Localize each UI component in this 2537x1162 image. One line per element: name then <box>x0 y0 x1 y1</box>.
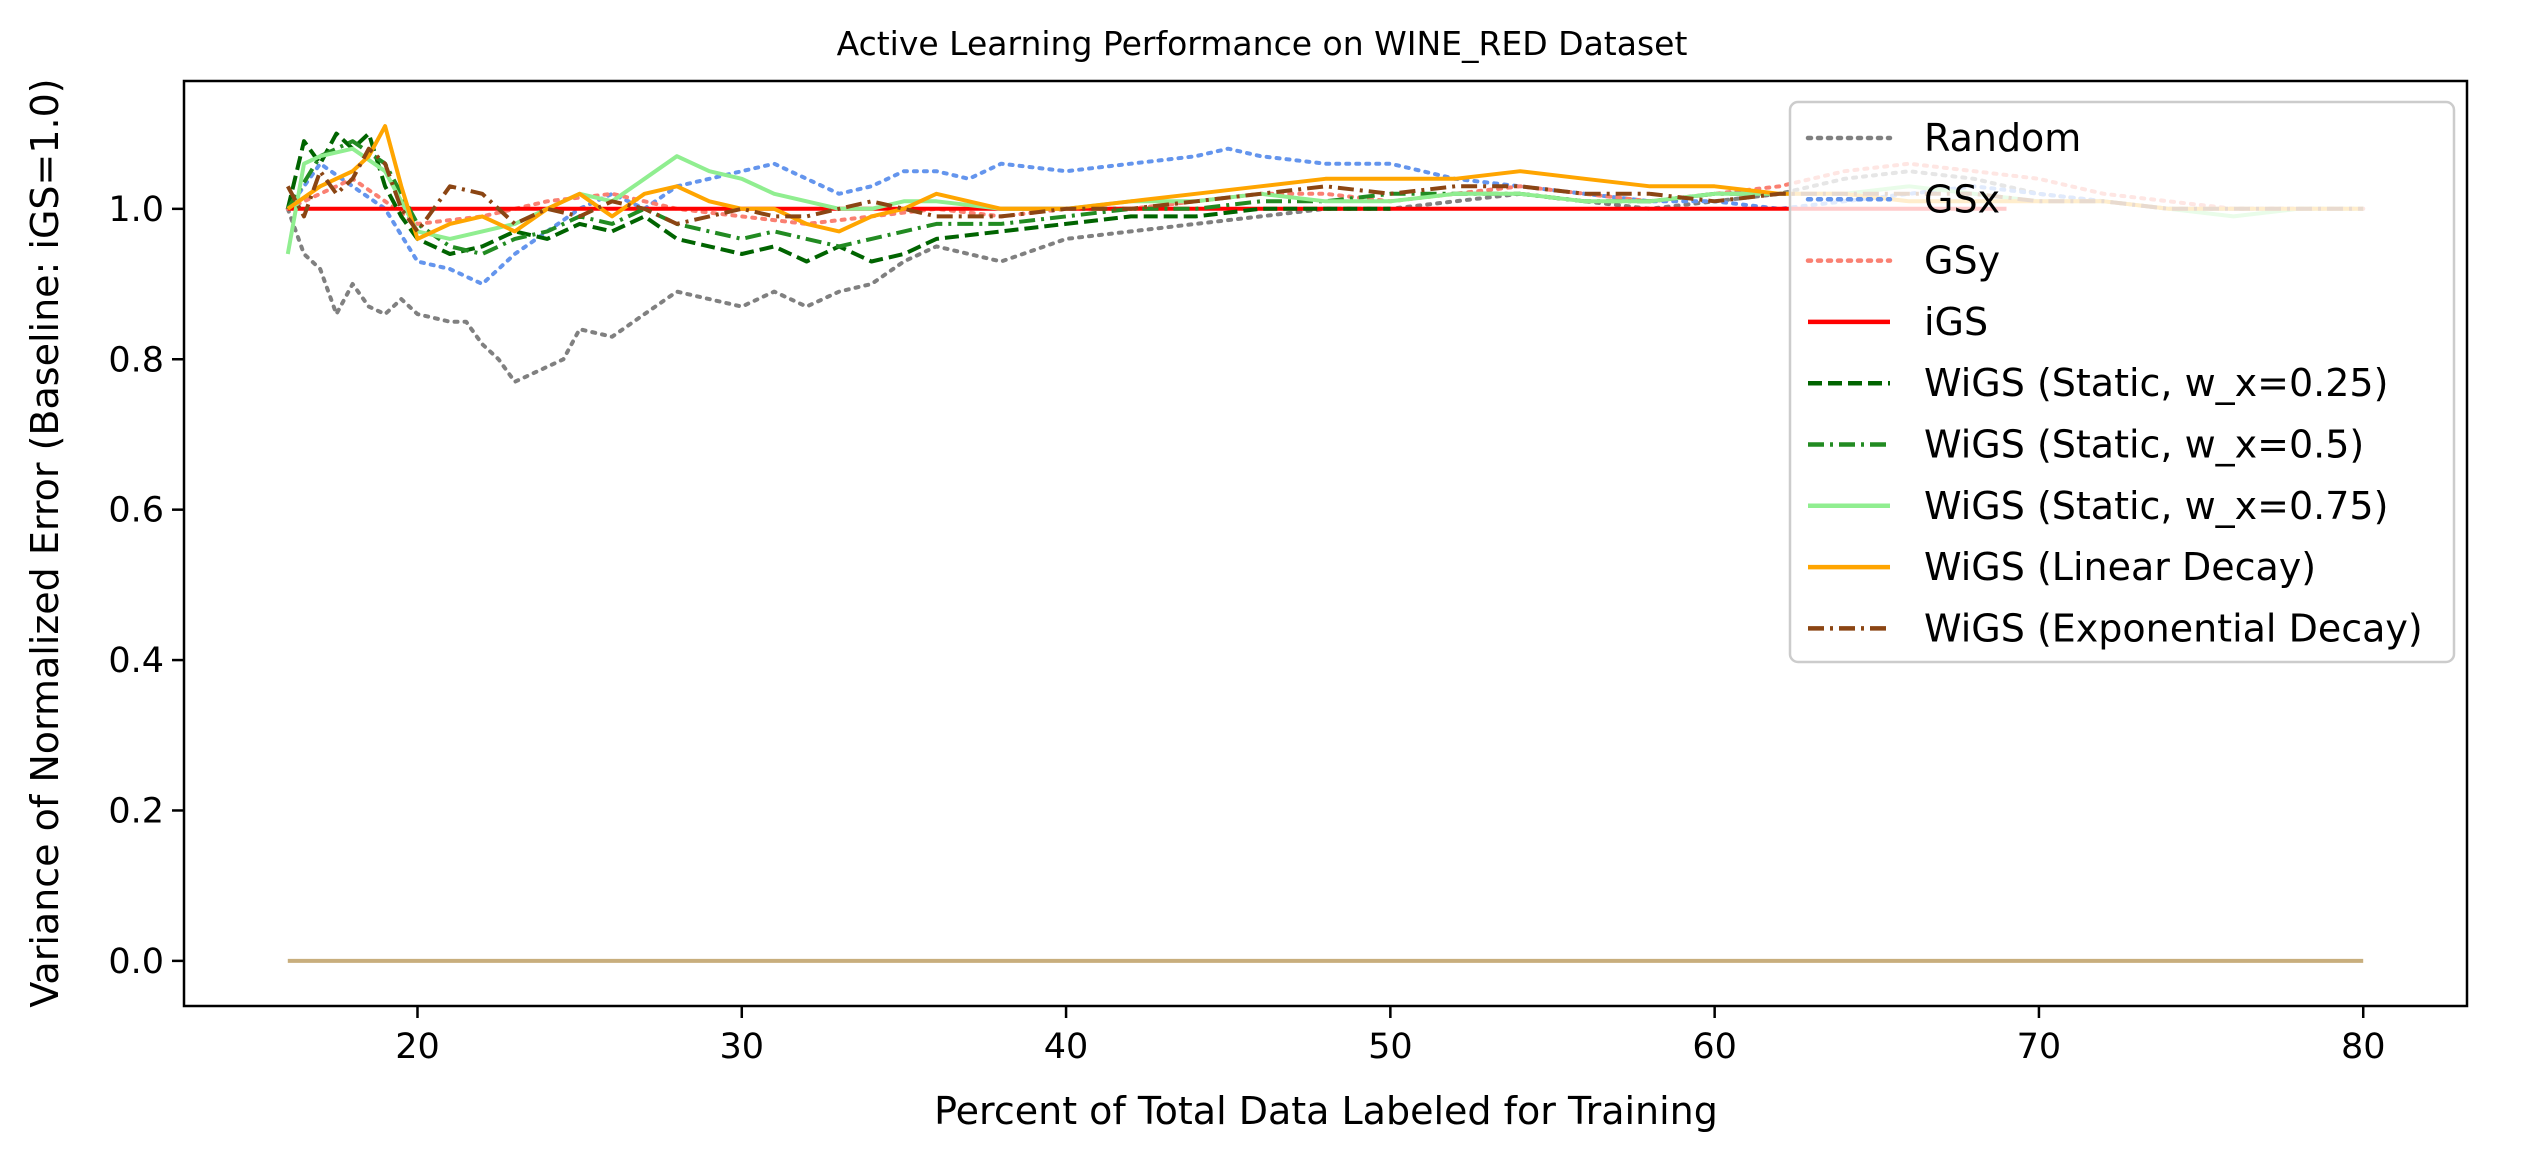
legend-label: WiGS (Static, w_x=0.5) <box>1924 423 2364 467</box>
y-tick-label: 0.6 <box>108 491 164 531</box>
series-line-gsx <box>285 146 2366 286</box>
legend-label: WiGS (Static, w_x=0.25) <box>1924 361 2388 405</box>
y-axis: 0.0 0.2 0.4 0.6 0.8 1.0 <box>108 190 184 982</box>
x-axis: 20 30 40 50 60 70 80 <box>395 1006 2386 1067</box>
legend-label: WiGS (Exponential Decay) <box>1924 606 2423 650</box>
x-tick-label: 50 <box>1368 1027 1413 1067</box>
y-tick-label: 0.4 <box>108 641 164 681</box>
x-axis-label: Percent of Total Data Labeled for Traini… <box>934 1089 1718 1133</box>
series-line-wigs-static-w-x-0-5 <box>286 139 1780 256</box>
x-tick-label: 80 <box>2341 1027 2386 1067</box>
x-tick-label: 60 <box>1692 1027 1737 1067</box>
y-tick-label: 0.2 <box>108 791 164 831</box>
y-tick-label: 0.0 <box>108 942 164 982</box>
y-tick-label: 0.8 <box>108 340 164 380</box>
legend-label: GSx <box>1924 177 2000 221</box>
y-tick-label: 1.0 <box>108 190 164 230</box>
legend-label: WiGS (Static, w_x=0.75) <box>1924 484 2388 528</box>
series-line-wigs-static-w-x-0-25 <box>285 131 1391 264</box>
legend-label: GSy <box>1924 239 2000 283</box>
x-tick-label: 20 <box>395 1027 440 1067</box>
legend-label: Random <box>1924 116 2081 160</box>
legend-box <box>1788 100 2456 664</box>
legend: Random GSx GSy iGS WiGS (Static, w_x=0.25) Wi… <box>1788 100 2456 664</box>
x-tick-label: 30 <box>720 1027 765 1067</box>
legend-label: iGS <box>1924 300 1988 344</box>
x-tick-label: 40 <box>1044 1027 1089 1067</box>
x-tick-label: 70 <box>2017 1027 2062 1067</box>
y-axis-label: Variance of Normalized Error (Baseline: … <box>23 78 67 1007</box>
legend-label: WiGS (Linear Decay) <box>1924 545 2316 589</box>
chart-title: Active Learning Performance on WINE_RED … <box>837 24 1688 63</box>
plot-frame <box>182 79 2469 1008</box>
